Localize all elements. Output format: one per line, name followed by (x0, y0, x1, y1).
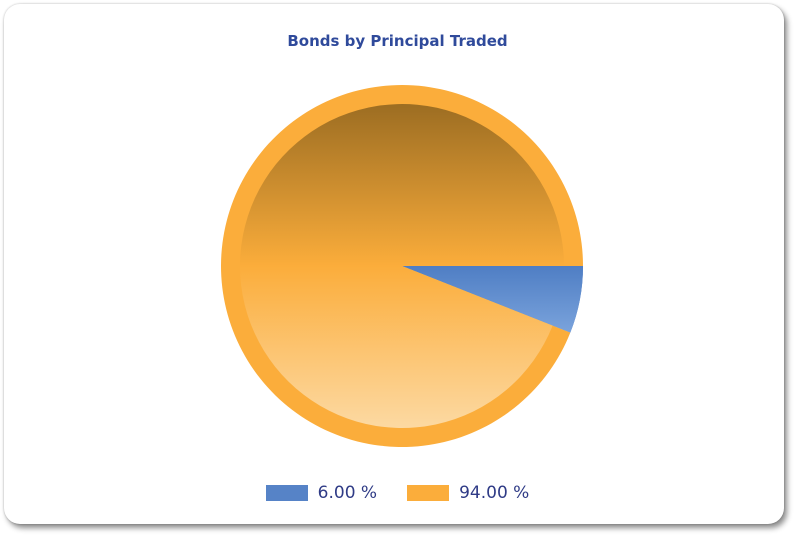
chart-title: Bonds by Principal Traded (287, 32, 508, 50)
legend-label-blue: 6.00 % (317, 483, 378, 503)
legend-swatch-orange (407, 485, 450, 501)
chart-legend: 6.00 % 94.00 % (0, 483, 795, 503)
legend-item-orange: 94.00 % (407, 483, 529, 503)
pie-slice-face-0 (402, 266, 583, 333)
pie-slice-face-1 (240, 104, 565, 428)
legend-item-blue: 6.00 % (265, 483, 378, 503)
legend-label-orange: 94.00 % (459, 483, 530, 503)
legend-swatch-blue (265, 485, 308, 501)
